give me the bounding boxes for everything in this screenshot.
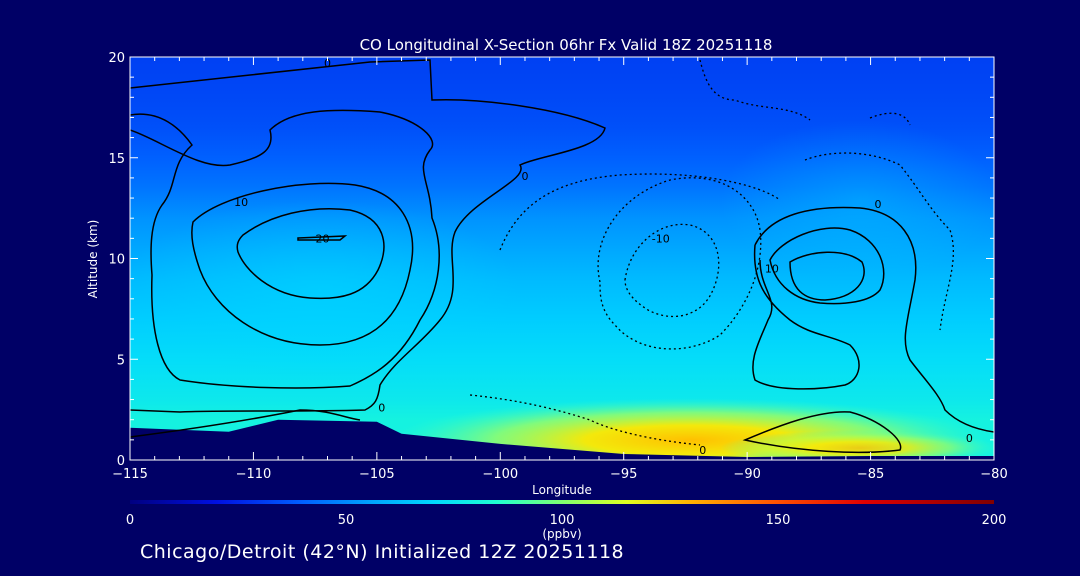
x-axis: −115 −110 −105 −100 −95 −90 −85 −80 <box>112 57 1008 482</box>
surface-co-maximum-east <box>720 430 994 460</box>
run-info-text: Chicago/Detroit (42°N) Initialized 12Z 2… <box>140 541 625 563</box>
contour-labels: 0 10 20 0 -10 0 10 0 0 0 <box>234 57 973 457</box>
co-field-patch <box>130 200 520 380</box>
contour-ten-west <box>191 182 414 346</box>
contour-label: 10 <box>234 196 248 209</box>
contour-ten-east-outer <box>752 244 860 390</box>
contour-negative-outer <box>499 173 781 251</box>
x-tick-label: −85 <box>857 467 884 482</box>
colorbar <box>130 500 994 504</box>
contour-negative-east <box>804 152 954 331</box>
colorbar-units: (ppbv) <box>542 527 581 541</box>
x-tick-label: −110 <box>236 467 272 482</box>
contour-zero-west <box>130 59 606 413</box>
contour-zero-east <box>754 206 994 433</box>
contour-zero-west-inner <box>130 109 440 389</box>
contour-label: 0 <box>521 170 528 183</box>
contour-twenty-west-core <box>297 235 348 241</box>
contour-negative-ten-inner <box>624 223 720 317</box>
x-tick-label: −95 <box>610 467 637 482</box>
contour-ten-east <box>769 227 885 305</box>
contour-negative-surface <box>469 394 701 446</box>
contour-negative-ten <box>597 177 762 350</box>
y-tick-label: 0 <box>117 454 125 469</box>
colorbar-tick-label: 50 <box>338 513 355 528</box>
contour-zero-east-low <box>742 411 902 454</box>
contour-label: 10 <box>765 263 779 276</box>
x-tick-label: −90 <box>733 467 760 482</box>
negative-contour-lines <box>469 59 954 446</box>
co-field-patch <box>720 120 994 280</box>
colorbar-tick-label: 200 <box>982 513 1007 528</box>
x-tick-label: −80 <box>980 467 1007 482</box>
contour-label: 20 <box>316 232 330 245</box>
contour-label: 0 <box>324 57 331 70</box>
x-tick-label: −115 <box>112 467 148 482</box>
y-axis-label: Altitude (km) <box>86 220 100 299</box>
contour-label: 0 <box>699 444 706 457</box>
contour-zero-low-west <box>130 409 361 438</box>
x-axis-label: Longitude <box>532 483 592 497</box>
y-tick-label: 15 <box>108 152 125 167</box>
terrain <box>130 419 994 460</box>
contour-negative-top-east <box>869 112 911 126</box>
colorbar-tick-label: 150 <box>766 513 791 528</box>
contour-label: -10 <box>652 232 670 245</box>
colorbar-tick-label: 0 <box>126 513 134 528</box>
contour-twenty-west <box>236 207 385 300</box>
x-tick-label: −105 <box>359 467 395 482</box>
contour-ten-east-core <box>789 251 865 301</box>
colorbar-ticks: 0 50 100 150 200 <box>126 513 1007 528</box>
chart-title: CO Longitudinal X-Section 06hr Fx Valid … <box>360 36 773 54</box>
contour-label: 0 <box>378 402 385 415</box>
contour-negative-top <box>699 59 811 121</box>
y-tick-label: 20 <box>108 51 125 66</box>
contour-label: 0 <box>874 198 881 211</box>
plot-area: 0 10 20 0 -10 0 10 0 0 0 <box>130 57 994 460</box>
y-tick-label: 10 <box>108 253 125 268</box>
y-tick-label: 5 <box>117 353 125 368</box>
x-tick-label: −100 <box>482 467 518 482</box>
y-axis: 0 5 10 15 20 <box>108 51 994 469</box>
contour-label: 0 <box>966 432 973 445</box>
colorbar-tick-label: 100 <box>550 513 575 528</box>
contour-lines <box>130 59 994 454</box>
